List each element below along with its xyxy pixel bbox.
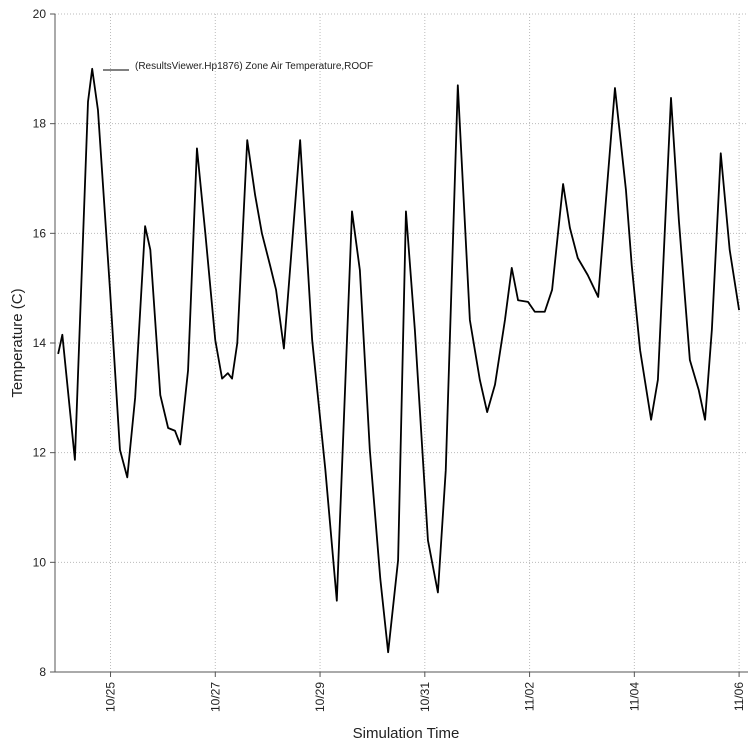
x-tick-label: 11/02 [523,682,537,711]
y-tick-label: 8 [39,665,46,679]
legend-label: (ResultsViewer.Hp1876) Zone Air Temperat… [135,61,373,72]
y-tick-label: 12 [33,446,47,460]
series-line [57,67,740,654]
y-tick-label: 20 [33,7,47,21]
x-tick-label: 10/31 [418,682,432,712]
x-axis-label: Simulation Time [353,725,460,742]
y-tick-label: 18 [33,117,47,131]
y-tick-label: 16 [33,226,47,240]
x-tick-label: 10/27 [208,682,222,712]
y-tick-label: 10 [33,555,47,569]
y-axis-label: Temperature (C) [9,288,26,397]
x-tick-label: 10/25 [104,682,118,712]
x-tick-label: 11/06 [732,682,746,711]
y-tick-label: 14 [33,336,47,350]
x-tick-label: 11/04 [627,682,641,711]
x-tick-label: 10/29 [313,682,327,712]
